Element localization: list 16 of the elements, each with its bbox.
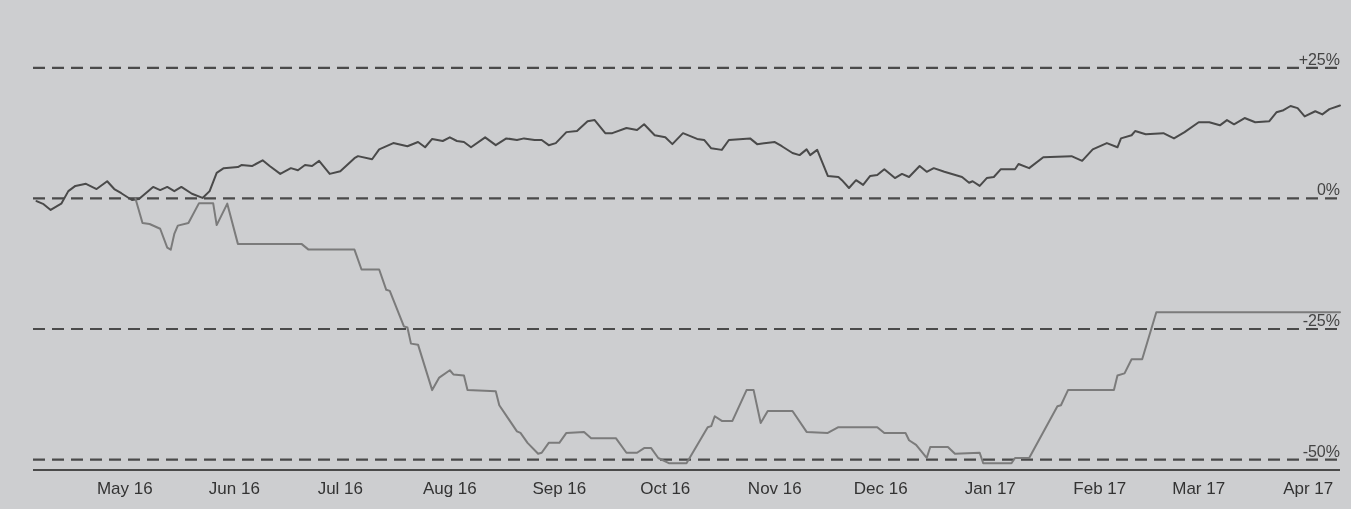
x-tick-label: Oct 16 [640, 479, 691, 498]
x-tick-label: Aug 16 [422, 479, 477, 498]
x-tick-label: Feb 17 [1073, 479, 1127, 498]
x-tick-label: Nov 16 [747, 479, 802, 498]
x-tick-label: May 16 [96, 479, 153, 498]
x-tick-label: Jul 16 [317, 479, 364, 498]
x-tick-label: Dec 16 [853, 479, 908, 498]
y-tick-label: -50% [1302, 442, 1340, 460]
x-tick-label: Mar 17 [1172, 479, 1226, 498]
x-tick-label: Apr 17 [1283, 479, 1334, 498]
x-tick-label: Jun 16 [208, 479, 260, 498]
x-tick-label: Jan 17 [964, 479, 1016, 498]
y-tick-label: -25% [1302, 312, 1340, 329]
y-tick-label: +25% [1298, 50, 1340, 68]
y-tick-label: 0% [1316, 181, 1340, 199]
x-tick-label: Sep 16 [532, 479, 587, 498]
